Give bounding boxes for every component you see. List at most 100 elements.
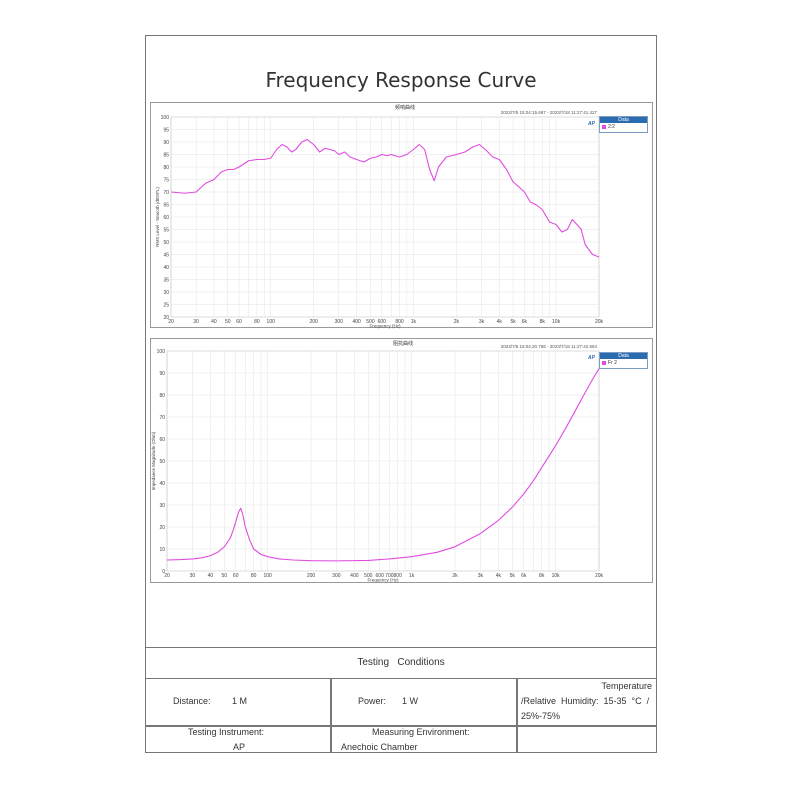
x-tick-label: 50 — [222, 573, 228, 579]
y-tick-label: 60 — [163, 215, 169, 221]
x-tick-label: 5k — [510, 573, 516, 579]
environment-label: Measuring Environment: — [372, 727, 470, 737]
x-tick-label: 30 — [193, 319, 199, 325]
x-tick-label: 400 — [352, 319, 361, 325]
legend-item[interactable]: 2:2 — [600, 123, 647, 131]
table-divider — [146, 725, 656, 727]
x-tick-label: 80 — [254, 319, 260, 325]
chart-legend: Data 2:2 — [599, 116, 648, 133]
x-tick-label: 4k — [496, 573, 502, 579]
x-tick-label: 500 — [366, 319, 375, 325]
environment-value: Anechoic Chamber — [341, 742, 418, 752]
y-tick-label: 0 — [162, 569, 165, 575]
x-tick-label: 300 — [335, 319, 344, 325]
frequency-response-panel: 20 25 30 35 40 45 50 55 60 65 70 75 80 85 90 95 100 20 30 4… — [150, 102, 653, 329]
legend-label: Fr 2 — [608, 360, 617, 366]
x-tick-label: 100 — [263, 573, 272, 579]
y-tick-label: 70 — [159, 415, 165, 421]
x-tick-label: 2k — [454, 319, 460, 325]
power-label: Power: — [358, 696, 387, 706]
x-tick-label: 20 — [168, 319, 174, 325]
y-tick-label: 25 — [163, 302, 169, 308]
x-tick-label: 800 — [394, 573, 403, 579]
y-tick-label: 85 — [163, 152, 169, 158]
chart-title: 阻抗曲线 — [393, 340, 413, 347]
power-value: 1 W — [402, 696, 419, 706]
y-tick-label: 90 — [159, 371, 165, 377]
x-tick-label: 1k — [411, 319, 417, 325]
x-tick-label: 300 — [332, 573, 341, 579]
x-tick-label: 1k — [409, 573, 415, 579]
x-tick-label: 3k — [479, 319, 485, 325]
temperature-line-1: Temperature — [601, 681, 652, 691]
y-tick-label: 90 — [163, 140, 169, 146]
chart-title: 频响曲线 — [395, 104, 415, 111]
chart-subtitle: 2023/7/5 15:04:15.697 - 2023/7/18 11:27:… — [501, 110, 598, 115]
x-tick-label: 6k — [521, 573, 527, 579]
temperature-line-2: /Relative Humidity: 15-35 °C / — [521, 696, 650, 706]
series-line — [170, 138, 600, 258]
impedance-panel: 0 10 20 30 40 50 60 70 80 90 100 20 30 40 50 60 80 100 200… — [150, 338, 653, 583]
y-axis-label: RMS Level - Smooth (dBSPL) — [155, 187, 160, 247]
impedance-chart: 0 10 20 30 40 50 60 70 80 90 100 20 30 40 50 60 80 100 200… — [151, 340, 604, 583]
y-tick-label: 100 — [161, 115, 170, 121]
x-tick-label: 60 — [233, 573, 239, 579]
y-tick-label: 45 — [163, 252, 169, 258]
x-tick-label: 4k — [497, 319, 503, 325]
instrument-label: Testing Instrument: — [188, 727, 265, 737]
y-tick-label: 80 — [163, 165, 169, 171]
x-tick-label: 500 — [364, 573, 373, 579]
x-tick-label: 800 — [395, 319, 404, 325]
x-tick-label: 8k — [540, 319, 546, 325]
x-tick-label: 40 — [208, 573, 214, 579]
temperature-line-3: 25%-75% — [521, 711, 561, 721]
x-tick-label: 10k — [552, 319, 561, 325]
distance-label: Distance: — [173, 696, 211, 706]
x-tick-label: 50 — [225, 319, 231, 325]
x-tick-label: 600 — [376, 573, 385, 579]
x-tick-label: 700 — [385, 573, 394, 579]
instrument-value: AP — [233, 742, 246, 752]
y-tick-label: 20 — [159, 525, 165, 531]
chart-subtitle: 2023/7/5 15:04:20.768 - 2023/7/18 11:27:… — [501, 344, 598, 349]
frequency-response-chart: 20 25 30 35 40 45 50 55 60 65 70 75 80 85 90 95 100 20 30 4… — [155, 104, 604, 329]
x-tick-label: 200 — [307, 573, 316, 579]
x-tick-label: 40 — [211, 319, 217, 325]
x-tick-label: 200 — [309, 319, 318, 325]
y-tick-label: 70 — [163, 190, 169, 196]
x-tick-label: 20k — [595, 319, 604, 325]
legend-swatch — [602, 361, 606, 365]
x-axis-label: Frequency (Hz) — [367, 578, 399, 583]
x-tick-label: 10k — [552, 573, 561, 579]
document-title: Frequency Response Curve — [265, 68, 537, 92]
legend-label: 2:2 — [608, 124, 615, 130]
y-tick-label: 75 — [163, 177, 169, 183]
y-tick-label: 80 — [159, 393, 165, 399]
y-tick-label: 60 — [159, 437, 165, 443]
y-tick-label: 30 — [159, 503, 165, 509]
x-tick-label: 2k — [452, 573, 458, 579]
series-line — [166, 368, 600, 562]
legend-title: Data — [600, 353, 647, 359]
x-tick-label: 80 — [251, 573, 257, 579]
y-tick-label: 35 — [163, 277, 169, 283]
y-tick-label: 40 — [159, 481, 165, 487]
y-tick-label: 20 — [163, 315, 169, 321]
x-tick-label: 100 — [267, 319, 276, 325]
ap-logo: AP — [587, 355, 596, 361]
chart-legend: Data Fr 2 — [599, 352, 648, 369]
y-tick-label: 95 — [163, 127, 169, 133]
x-tick-label: 6k — [522, 319, 528, 325]
y-tick-label: 10 — [159, 547, 165, 553]
x-tick-label: 20k — [595, 573, 604, 579]
x-tick-label: 3k — [478, 573, 484, 579]
table-divider — [516, 679, 518, 752]
y-tick-label: 100 — [157, 349, 166, 355]
y-tick-label: 40 — [163, 265, 169, 271]
y-tick-label: 50 — [163, 240, 169, 246]
x-tick-label: 400 — [350, 573, 359, 579]
x-tick-label: 5k — [510, 319, 516, 325]
legend-item[interactable]: Fr 2 — [600, 359, 647, 367]
y-tick-label: 55 — [163, 227, 169, 233]
legend-title: Data — [600, 117, 647, 123]
